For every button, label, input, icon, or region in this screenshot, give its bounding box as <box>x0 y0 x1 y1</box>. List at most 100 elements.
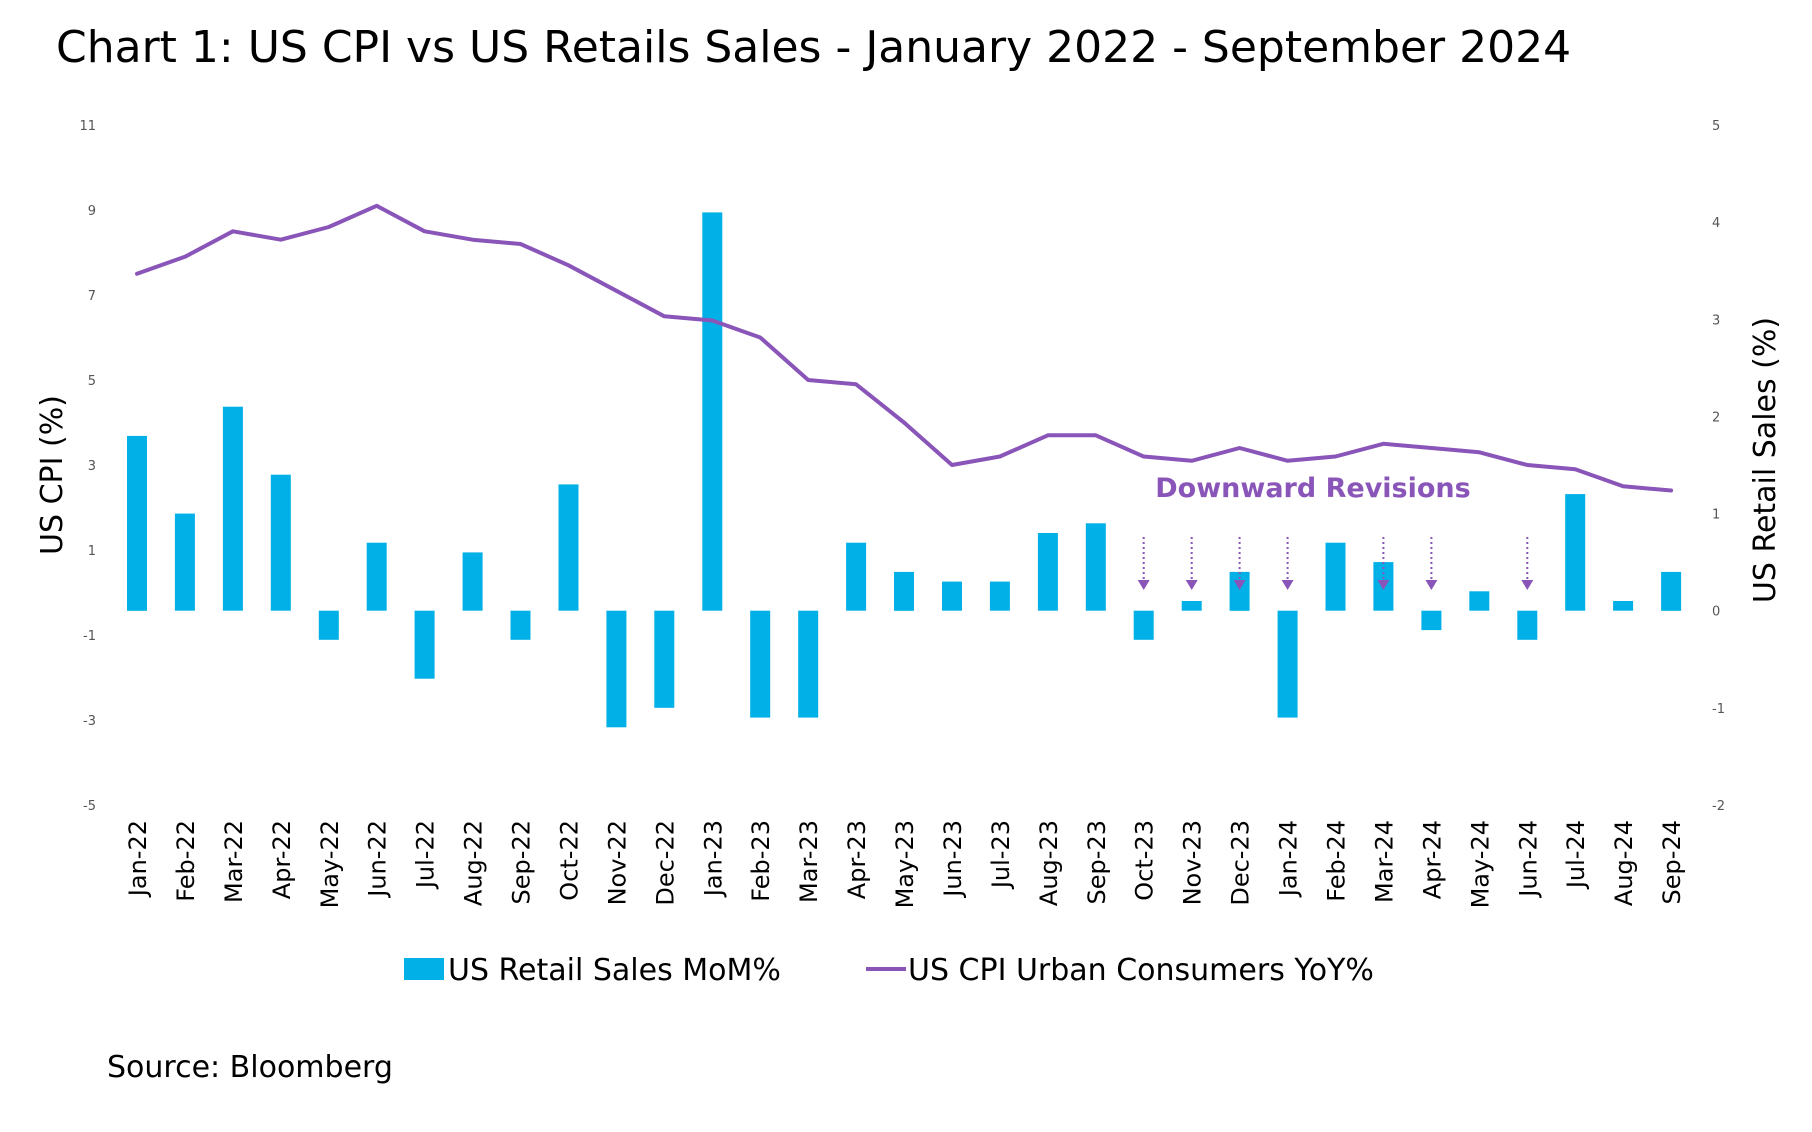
right-tick-label: 0 <box>1712 605 1720 620</box>
bar-Jul-22 <box>414 610 435 679</box>
bar-Apr-24 <box>1421 610 1442 631</box>
revision-arrow-head-Jun-24 <box>1521 580 1534 590</box>
legend-label-cpi: US CPI Urban Consumers YoY% <box>908 953 1374 988</box>
line-layer <box>135 203 1674 493</box>
category-label-Jun-24: Jun-24 <box>1514 820 1542 899</box>
right-tick-label: -1 <box>1712 702 1725 717</box>
category-label-Oct-22: Oct-22 <box>556 820 584 901</box>
category-label-May-23: May-23 <box>891 820 919 908</box>
category-label-Apr-23: Apr-23 <box>843 820 871 899</box>
bar-Aug-24 <box>1613 601 1634 611</box>
bar-Apr-22 <box>270 474 291 611</box>
bar-Feb-22 <box>174 513 195 611</box>
right-tick-label: 4 <box>1712 216 1720 231</box>
bar-Nov-22 <box>606 610 627 728</box>
category-label-Jun-22: Jun-22 <box>364 820 392 899</box>
category-label-Feb-23: Feb-23 <box>747 820 775 902</box>
bar-Feb-23 <box>750 610 771 718</box>
category-label-Jul-22: Jul-22 <box>412 820 440 890</box>
category-label-Oct-23: Oct-23 <box>1131 820 1159 901</box>
right-tick-label: 3 <box>1712 313 1720 328</box>
revision-arrow-head-Apr-24 <box>1425 580 1438 590</box>
bar-May-22 <box>318 610 339 640</box>
category-label-Sep-23: Sep-23 <box>1083 820 1111 904</box>
bars-layer <box>127 212 1682 728</box>
bar-Jun-23 <box>942 581 962 611</box>
bar-May-24 <box>1469 591 1490 611</box>
bar-Aug-22 <box>462 552 483 611</box>
annotation-downward-revisions: Downward Revisions <box>1155 473 1470 504</box>
bar-Sep-22 <box>510 610 531 640</box>
bar-Dec-22 <box>654 610 675 708</box>
right-tick-label: -2 <box>1712 799 1725 814</box>
category-label-Apr-22: Apr-22 <box>268 820 296 899</box>
left-tick-label: -3 <box>83 714 96 729</box>
bar-Jun-22 <box>366 542 387 611</box>
left-tick-label: 3 <box>88 459 96 474</box>
right-tick-label: 1 <box>1712 508 1720 523</box>
annotation-layer: Downward Revisions <box>1137 473 1534 590</box>
category-label-Aug-22: Aug-22 <box>460 820 488 906</box>
revision-arrow-head-Jan-24 <box>1281 580 1294 590</box>
revision-arrow-head-Dec-23 <box>1233 580 1246 590</box>
left-tick-label: -5 <box>83 799 96 814</box>
bar-Jul-23 <box>989 581 1010 611</box>
category-label-Jan-22: Jan-22 <box>124 820 152 898</box>
category-label-Dec-22: Dec-22 <box>651 820 679 906</box>
bar-Jul-24 <box>1565 494 1586 611</box>
category-label-May-22: May-22 <box>316 820 344 908</box>
category-label-Aug-24: Aug-24 <box>1610 820 1638 906</box>
bar-Jun-24 <box>1517 610 1538 640</box>
category-label-Nov-22: Nov-22 <box>603 820 631 905</box>
legend-label-retail-sales: US Retail Sales MoM% <box>448 953 781 988</box>
category-label-Mar-24: Mar-24 <box>1370 820 1398 903</box>
bar-Jan-22 <box>127 435 147 611</box>
bar-Jan-23 <box>702 212 723 611</box>
right-axis-title: US Retail Sales (%) <box>1748 317 1783 603</box>
category-label-Jun-23: Jun-23 <box>939 820 967 899</box>
bar-May-23 <box>894 571 914 611</box>
cpi-line <box>135 203 1674 493</box>
revision-arrow-head-Nov-23 <box>1185 580 1198 590</box>
category-label-Sep-22: Sep-22 <box>508 820 536 904</box>
right-axis-ticks: -2 -1 0 1 2 3 4 5 <box>1712 119 1725 814</box>
bar-Nov-23 <box>1181 601 1202 611</box>
category-label-Dec-23: Dec-23 <box>1227 820 1255 906</box>
source-note: Source: Bloomberg <box>107 1050 393 1085</box>
left-tick-label: 5 <box>88 374 96 389</box>
bar-Oct-23 <box>1133 610 1154 640</box>
right-tick-label: 2 <box>1712 410 1720 425</box>
revision-arrow-head-Oct-23 <box>1137 580 1150 590</box>
category-label-Feb-24: Feb-24 <box>1323 820 1351 902</box>
category-label-Apr-24: Apr-24 <box>1418 820 1446 899</box>
left-tick-label: 11 <box>79 119 96 134</box>
bar-Sep-23 <box>1085 523 1106 611</box>
category-label-Nov-23: Nov-23 <box>1179 820 1207 905</box>
category-label-Aug-23: Aug-23 <box>1035 820 1063 906</box>
category-label-Jan-23: Jan-23 <box>699 820 727 898</box>
left-tick-label: 7 <box>88 289 96 304</box>
category-label-Jul-23: Jul-23 <box>987 820 1015 890</box>
left-tick-label: 9 <box>88 204 96 219</box>
legend-bar-swatch <box>404 958 444 980</box>
category-labels: Jan-22 Feb-22 Mar-22 Apr-22 May-22 Jun-22 Jul-… <box>124 820 1686 908</box>
chart-title: Chart 1: US CPI vs US Retails Sales - Ja… <box>56 22 1572 73</box>
left-axis-ticks: -5 -3 -1 1 3 5 7 9 11 <box>79 119 96 814</box>
left-axis-title: US CPI (%) <box>35 395 70 555</box>
bar-Aug-23 <box>1037 533 1058 611</box>
category-label-Feb-22: Feb-22 <box>172 820 200 902</box>
category-label-Mar-22: Mar-22 <box>220 820 248 903</box>
bar-Sep-24 <box>1661 571 1682 611</box>
revision-arrow-head-Mar-24 <box>1377 580 1390 590</box>
right-tick-label: 5 <box>1712 119 1720 134</box>
category-label-Sep-24: Sep-24 <box>1658 820 1686 904</box>
left-tick-label: 1 <box>88 544 96 559</box>
category-label-Mar-23: Mar-23 <box>795 820 823 903</box>
bar-Jan-24 <box>1277 610 1298 718</box>
bar-Mar-23 <box>798 610 819 718</box>
bar-Feb-24 <box>1325 542 1346 611</box>
bar-Mar-22 <box>222 406 243 611</box>
category-label-May-24: May-24 <box>1466 820 1494 908</box>
bar-Oct-22 <box>558 484 579 611</box>
